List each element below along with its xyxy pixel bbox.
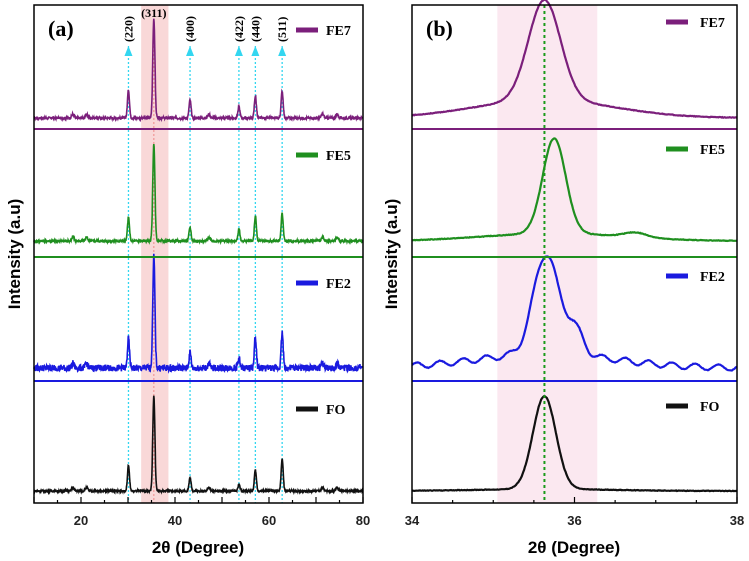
series-group-b	[411, 0, 738, 493]
series-line-fe5	[411, 137, 738, 243]
series-line-fe5	[33, 144, 364, 246]
x-tick-label: 80	[356, 513, 370, 528]
x-tick-label: 36	[567, 513, 581, 528]
series-line-fo	[411, 394, 738, 493]
legend-a: FE7 FE5 FE2 FO	[296, 24, 351, 418]
legend-label-fe7: FE7	[326, 24, 351, 39]
plot-frame-a	[33, 4, 364, 504]
panel-b: FE7 FE5 FE2 FO 34 36 38 (b) 2θ (Degree) Inten…	[382, 0, 744, 557]
peak-arrow-icon	[251, 46, 260, 56]
panel-label-a: (a)	[48, 16, 74, 41]
hkl-labels: (220) (311) (400) (422) (440) (511)	[121, 6, 289, 42]
legend-label-fe5: FE5	[326, 149, 351, 164]
legend-b: FE7 FE5 FE2 FO	[666, 16, 725, 415]
x-tick-label: 38	[730, 513, 744, 528]
x-axis-label-b: 2θ (Degree)	[528, 538, 620, 557]
legend-label-fe2: FE2	[700, 270, 725, 285]
x-tick-label: 60	[262, 513, 276, 528]
peak-arrow-icon	[234, 46, 243, 56]
separators-b	[412, 128, 737, 382]
x-ticks-a: 20 40 60 80	[33, 497, 370, 528]
y-axis-label-a: Intensity (a.u)	[5, 199, 24, 310]
series-group-a	[33, 18, 364, 496]
legend-label-fe5: FE5	[700, 143, 725, 158]
peak-arrow-icon	[124, 46, 133, 56]
hkl-label: (422)	[232, 16, 246, 42]
peak-arrow-icon	[278, 46, 287, 56]
separators-a	[34, 128, 363, 382]
panel-label-b: (b)	[426, 16, 453, 41]
hkl-label: (311)	[141, 6, 166, 20]
series-line-fe2	[411, 255, 738, 372]
y-axis-label-b: Intensity (a.u)	[382, 199, 401, 310]
x-axis-label-a: 2θ (Degree)	[152, 538, 244, 557]
x-tick-label: 34	[405, 513, 420, 528]
hkl-label: (440)	[248, 16, 262, 42]
legend-label-fe7: FE7	[700, 16, 725, 31]
hkl-label: (220)	[121, 16, 135, 42]
x-tick-label: 20	[74, 513, 88, 528]
hkl-label: (400)	[183, 16, 197, 42]
hkl-label: (511)	[275, 17, 289, 42]
x-ticks-b: 34 36 38	[405, 497, 744, 528]
highlight-band-b	[497, 5, 598, 503]
series-line-fe2	[33, 253, 364, 374]
series-line-fe7	[33, 18, 364, 123]
legend-label-fe2: FE2	[326, 277, 351, 292]
legend-label-fo: FO	[700, 400, 720, 415]
series-line-fo	[33, 395, 364, 496]
x-tick-label: 40	[168, 513, 182, 528]
series-line-fe7	[411, 0, 738, 119]
legend-label-fo: FO	[326, 403, 346, 418]
peak-arrow-icon	[186, 46, 195, 56]
panel-a: FE7 FE5 FE2 FO (220) (311) (400) (422) (440) (51…	[5, 4, 370, 557]
